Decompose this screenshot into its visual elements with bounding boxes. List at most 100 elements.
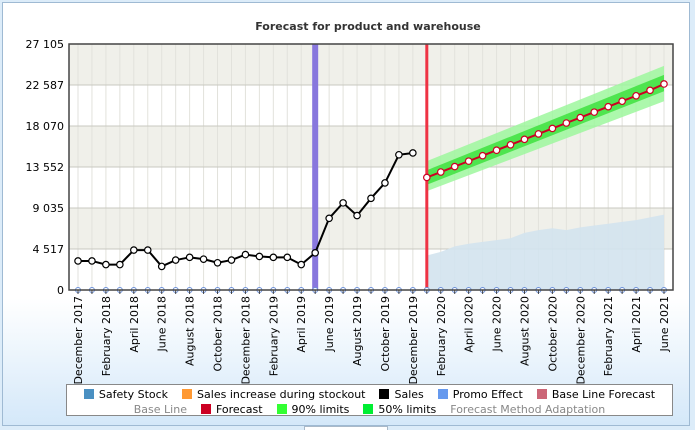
- sales-point: [283, 253, 292, 262]
- forecast-point: [478, 151, 487, 160]
- legend-row-1: Safety Stock Sales increase during stocko…: [67, 387, 672, 401]
- legend-label: Promo Effect: [452, 387, 523, 401]
- x-tick-label: February 2020: [435, 296, 448, 376]
- legend: Safety Stock Sales increase during stocko…: [66, 384, 673, 416]
- sales-point: [171, 256, 180, 264]
- scroll-tab[interactable]: [304, 426, 388, 430]
- y-tick-label: 18 070: [26, 120, 65, 133]
- forecast-point: [632, 91, 640, 100]
- legend-item[interactable]: Base Line: [134, 402, 187, 416]
- y-tick-label: 4 517: [33, 243, 65, 256]
- y-tick-label: 13 552: [26, 161, 65, 174]
- legend-item[interactable]: Sales: [379, 387, 424, 401]
- legend-swatch: [379, 389, 390, 399]
- legend-item[interactable]: Sales increase during stockout: [182, 387, 365, 401]
- x-tick-label: October 2019: [379, 296, 392, 372]
- forecast-point: [646, 86, 654, 95]
- x-tick-label: April 2021: [630, 296, 643, 353]
- y-tick-label: 27 105: [26, 38, 65, 51]
- sales-point: [381, 179, 389, 187]
- forecast-point: [450, 162, 459, 171]
- legend-label: Forecast: [215, 402, 263, 416]
- x-tick-label: April 2020: [463, 296, 476, 353]
- x-tick-label: February 2021: [602, 296, 615, 376]
- forecast-point: [436, 168, 445, 176]
- x-tick-label: December 2019: [407, 296, 420, 385]
- chart-title: Forecast for product and warehouse: [255, 20, 481, 33]
- sales-point: [199, 255, 208, 263]
- sales-point: [409, 149, 417, 157]
- forecast-point: [590, 108, 599, 116]
- sales-point: [255, 252, 264, 261]
- y-tick-label: 9 035: [33, 202, 65, 215]
- x-tick-label: April 2018: [128, 296, 141, 353]
- sales-point: [353, 211, 361, 220]
- legend-row-2: Base Line Forecast 90% limits 50% limits For…: [67, 402, 672, 416]
- y-tick-label: 0: [57, 284, 64, 297]
- x-tick-label: October 2020: [546, 296, 559, 372]
- legend-item[interactable]: Promo Effect: [437, 387, 523, 401]
- legend-label: Base Line: [133, 402, 187, 416]
- legend-item[interactable]: Forecast: [200, 402, 263, 416]
- x-tick-label: June 2020: [491, 296, 504, 352]
- sales-point: [157, 262, 166, 271]
- legend-swatch: [83, 389, 94, 399]
- x-tick-label: December 2020: [574, 296, 587, 385]
- legend-item[interactable]: 50% limits: [363, 402, 436, 416]
- forecast-point: [618, 97, 626, 106]
- x-tick-label: October 2018: [212, 296, 225, 372]
- legend-swatch: [182, 389, 193, 399]
- y-tick-label: 22 587: [26, 79, 65, 92]
- forecast-point: [423, 173, 431, 182]
- forecast-point: [506, 140, 515, 149]
- sales-point: [130, 246, 138, 254]
- x-tick-label: August 2020: [518, 296, 531, 366]
- sales-point: [269, 253, 278, 262]
- legend-swatch: [536, 389, 547, 399]
- legend-label: 90% limits: [291, 402, 350, 416]
- sales-point: [325, 214, 333, 223]
- sales-point: [367, 194, 375, 203]
- sales-point: [395, 150, 403, 159]
- forecast-point: [562, 119, 571, 127]
- legend-label: Forecast Method Adaptation: [450, 402, 606, 416]
- forecast-point: [576, 113, 585, 122]
- legend-item[interactable]: Safety Stock: [83, 387, 169, 401]
- sales-point: [143, 246, 152, 254]
- limits-50-band: [426, 74, 664, 185]
- legend-label: Sales: [394, 387, 424, 401]
- x-tick-label: February 2018: [100, 296, 113, 376]
- forecast-chart: Forecast for product and warehouse 0 4 51…: [26, 20, 674, 385]
- forecast-point: [604, 102, 612, 111]
- forecast-point: [534, 130, 543, 138]
- legend-swatch: [437, 389, 448, 399]
- x-tick-label: June 2021: [658, 296, 671, 352]
- sales-point: [213, 258, 222, 267]
- legend-item[interactable]: Forecast Method Adaptation: [450, 402, 605, 416]
- forecast-point: [520, 135, 529, 144]
- chart-frame: Forecast for product and warehouse 0 4 51…: [2, 2, 690, 426]
- legend-swatch: [276, 404, 287, 414]
- x-tick-label: August 2019: [351, 296, 364, 366]
- forecast-point: [548, 124, 557, 133]
- legend-item[interactable]: 90% limits: [276, 402, 350, 416]
- x-tick-label: December 2017: [72, 296, 85, 385]
- sales-point: [241, 250, 250, 259]
- x-tick-label: February 2019: [267, 296, 280, 376]
- x-tick-label: April 2019: [295, 296, 308, 353]
- legend-label: 50% limits: [378, 402, 437, 416]
- sales-point: [88, 257, 96, 265]
- legend-label: Safety Stock: [98, 387, 169, 401]
- sales-point: [185, 253, 194, 262]
- x-tick-label: August 2018: [184, 296, 197, 366]
- legend-swatch: [363, 404, 374, 414]
- legend-label: Sales increase during stockout: [197, 387, 366, 401]
- forecast-point: [492, 146, 501, 155]
- legend-item[interactable]: Base Line Forecast: [536, 387, 655, 401]
- sales-point: [116, 260, 124, 269]
- sales-point: [102, 260, 110, 269]
- sales-point: [297, 260, 306, 269]
- sales-point: [227, 256, 236, 264]
- forecast-point: [660, 80, 668, 88]
- forecast-start-marker: [425, 44, 429, 290]
